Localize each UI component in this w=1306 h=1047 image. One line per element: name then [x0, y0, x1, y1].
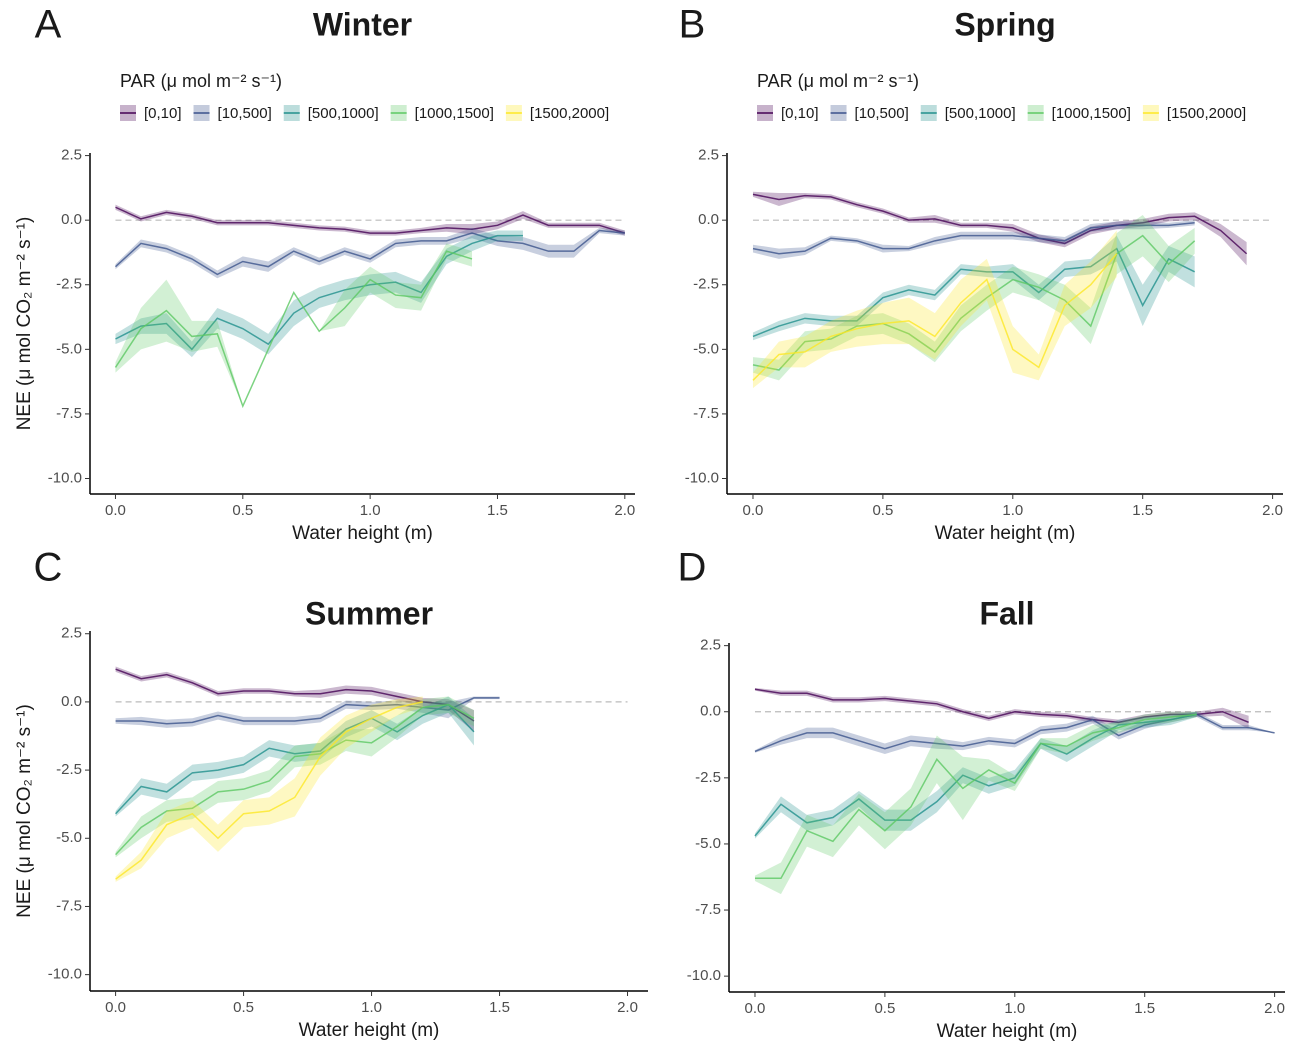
- panel-letter: A: [35, 3, 62, 47]
- legend-label: [10,500]: [855, 105, 909, 122]
- x-tick-label: 1.0: [361, 999, 382, 1016]
- x-tick-label: 1.0: [360, 502, 381, 519]
- legend-label: [1500,2000]: [1167, 105, 1246, 122]
- y-tick-label: -2.5: [56, 761, 82, 778]
- series-line: [114, 229, 625, 276]
- series-line: [115, 697, 500, 725]
- y-tick-label: -7.5: [56, 897, 82, 914]
- y-tick-label: -10.0: [48, 966, 82, 983]
- y-tick-label: 0.0: [700, 703, 721, 720]
- ribbon: [115, 696, 423, 882]
- x-axis-label: Water height (m): [935, 523, 1076, 544]
- panel-letter: C: [34, 546, 63, 590]
- x-tick-label: 0.5: [874, 1000, 895, 1017]
- x-tick-label: 0.0: [743, 502, 764, 519]
- x-tick-label: 1.5: [489, 999, 510, 1016]
- x-tick-label: 0.5: [232, 502, 253, 519]
- y-tick-label: -5.0: [56, 829, 82, 846]
- ribbon: [115, 666, 474, 732]
- y-tick-label: -2.5: [693, 276, 719, 293]
- x-tick-label: 0.0: [105, 999, 126, 1016]
- series-line: [115, 703, 475, 815]
- x-axis-label: Water height (m): [292, 523, 433, 544]
- y-tick-label: 0.0: [61, 211, 82, 228]
- legend-label: [0,10]: [781, 105, 819, 122]
- series-line: [115, 234, 523, 351]
- y-tick-label: 2.5: [61, 147, 82, 164]
- x-tick-label: 2.0: [1262, 502, 1283, 519]
- ribbon: [115, 230, 523, 358]
- x-axis-label: Water height (m): [937, 1021, 1078, 1042]
- legend-label: [1000,1500]: [415, 105, 494, 122]
- x-tick-label: 0.0: [105, 502, 126, 519]
- y-tick-label: -10.0: [687, 967, 721, 984]
- y-tick-label: -5.0: [56, 340, 82, 357]
- x-tick-label: 1.0: [1002, 502, 1023, 519]
- y-tick-label: -2.5: [56, 276, 82, 293]
- x-tick-label: 0.5: [872, 502, 893, 519]
- panel-title: Fall: [979, 595, 1034, 631]
- series-line: [752, 253, 1118, 381]
- series-line: [115, 206, 626, 234]
- x-tick-label: 0.0: [745, 1000, 766, 1017]
- x-tick-label: 1.5: [1134, 1000, 1155, 1017]
- y-tick-label: -7.5: [695, 901, 721, 918]
- x-tick-label: 2.0: [614, 502, 635, 519]
- ribbon: [115, 243, 473, 407]
- panel-title: Summer: [305, 595, 433, 631]
- y-axis-label: NEE (μ mol CO₂ m⁻² s⁻¹): [14, 704, 35, 918]
- legend-label: [1000,1500]: [1052, 105, 1131, 122]
- x-tick-label: 2.0: [617, 999, 638, 1016]
- ribbon: [754, 711, 1197, 839]
- x-tick-label: 2.0: [1264, 1000, 1285, 1017]
- legend-title: PAR (μ mol m⁻² s⁻¹): [120, 71, 282, 91]
- series-line: [115, 703, 475, 856]
- legend-label: [1500,2000]: [530, 105, 609, 122]
- series-line: [752, 247, 1195, 338]
- series-line: [115, 701, 423, 880]
- y-tick-label: 2.5: [700, 637, 721, 654]
- series-line: [115, 668, 475, 722]
- legend-title: PAR (μ mol m⁻² s⁻¹): [757, 71, 919, 91]
- x-tick-label: 1.5: [487, 502, 508, 519]
- y-axis-label: NEE (μ mol CO₂ m⁻² s⁻¹): [14, 217, 35, 431]
- x-tick-label: 1.0: [1004, 1000, 1025, 1017]
- legend-label: [500,1000]: [308, 105, 379, 122]
- legend-label: [500,1000]: [945, 105, 1016, 122]
- panel-letter: B: [679, 3, 706, 47]
- panel-title: Spring: [954, 6, 1055, 42]
- ribbon: [115, 696, 500, 728]
- y-tick-label: -7.5: [56, 405, 82, 422]
- series-line: [114, 250, 473, 409]
- x-axis-label: Water height (m): [299, 1020, 440, 1041]
- y-tick-label: -10.0: [685, 469, 719, 486]
- y-tick-label: 2.5: [698, 147, 719, 164]
- panel-title: Winter: [313, 6, 412, 42]
- legend-label: [10,500]: [218, 105, 272, 122]
- ribbon: [115, 204, 625, 236]
- y-tick-label: 2.5: [61, 625, 82, 642]
- series-line: [754, 713, 1197, 837]
- y-tick-label: -2.5: [695, 769, 721, 786]
- ribbon: [752, 215, 1195, 381]
- y-tick-label: -5.0: [693, 340, 719, 357]
- series-line: [754, 713, 1197, 880]
- ribbon: [752, 230, 1117, 389]
- y-tick-label: 0.0: [61, 693, 82, 710]
- y-tick-label: -5.0: [695, 835, 721, 852]
- series-line: [752, 222, 1195, 255]
- ribbon: [115, 696, 474, 858]
- y-tick-label: -10.0: [48, 469, 82, 486]
- panel-letter: D: [678, 546, 707, 590]
- y-tick-label: -7.5: [693, 405, 719, 422]
- x-tick-label: 1.5: [1132, 502, 1153, 519]
- y-tick-label: 0.0: [698, 211, 719, 228]
- ribbon: [754, 711, 1197, 895]
- series-line: [754, 688, 1249, 724]
- series-line: [752, 193, 1248, 255]
- ribbon: [752, 220, 1195, 259]
- legend-label: [0,10]: [144, 105, 182, 122]
- x-tick-label: 0.5: [233, 999, 254, 1016]
